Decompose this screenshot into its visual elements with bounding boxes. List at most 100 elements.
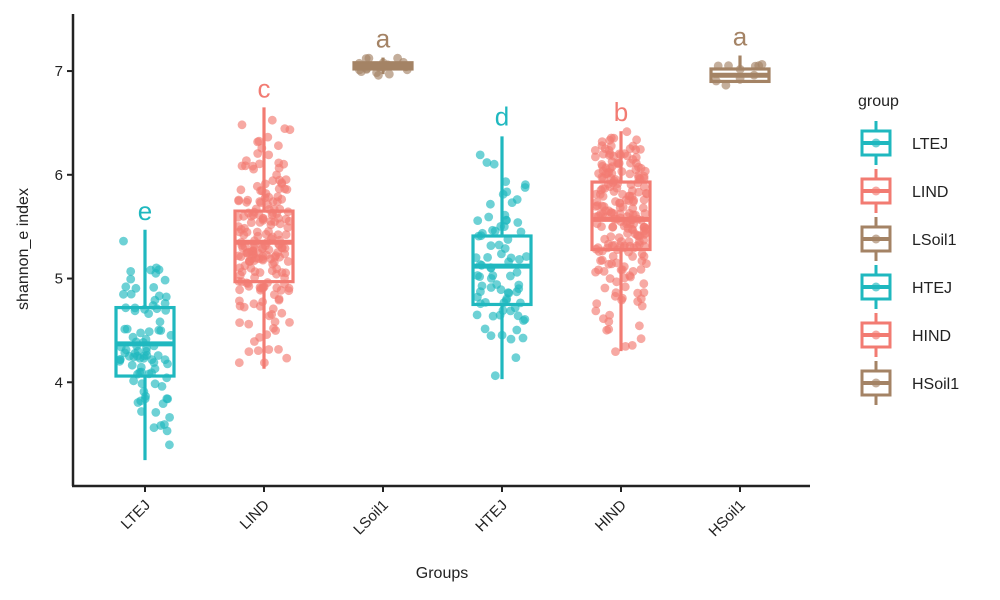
data-point-LIND bbox=[281, 214, 291, 224]
data-point-LIND bbox=[262, 250, 271, 260]
data-point-HIND bbox=[641, 224, 651, 234]
data-point-HIND bbox=[622, 127, 632, 137]
data-point-HIND bbox=[640, 209, 650, 218]
data-point-LIND bbox=[249, 164, 258, 174]
data-point-LIND bbox=[277, 308, 287, 318]
data-point-HTEJ bbox=[516, 227, 526, 237]
data-point-HTEJ bbox=[504, 288, 514, 298]
significance-letter-HSoil1: a bbox=[733, 21, 748, 51]
legend-key-point bbox=[871, 234, 881, 244]
data-point-LTEJ bbox=[141, 346, 151, 356]
data-point-HTEJ bbox=[484, 212, 494, 222]
data-point-LSoil1 bbox=[384, 69, 394, 79]
data-point-LIND bbox=[244, 319, 254, 329]
data-point-LIND bbox=[242, 197, 252, 207]
data-point-LIND bbox=[267, 115, 277, 125]
box-rect-HIND bbox=[590, 180, 652, 252]
legend-label: LSoil1 bbox=[912, 232, 957, 249]
data-point-HTEJ bbox=[522, 252, 531, 261]
data-point-HIND bbox=[639, 279, 649, 289]
data-point-LTEJ bbox=[129, 376, 139, 386]
data-point-HIND bbox=[631, 165, 641, 175]
data-point-HTEJ bbox=[486, 241, 496, 251]
data-point-LIND bbox=[280, 273, 289, 283]
box-LTEJ bbox=[114, 229, 176, 461]
data-point-HTEJ bbox=[489, 159, 499, 169]
legend-key-point bbox=[871, 330, 881, 340]
data-point-HTEJ bbox=[486, 199, 495, 209]
data-point-HIND bbox=[636, 145, 645, 154]
data-point-HIND bbox=[639, 288, 649, 297]
data-point-LTEJ bbox=[153, 351, 163, 360]
data-point-LIND bbox=[284, 286, 294, 296]
data-point-LTEJ bbox=[162, 426, 172, 436]
legend-label: HSoil1 bbox=[912, 376, 959, 393]
data-point-LTEJ bbox=[121, 282, 131, 292]
data-point-HTEJ bbox=[488, 271, 498, 280]
data-point-LTEJ bbox=[135, 353, 145, 363]
data-point-HIND bbox=[612, 277, 621, 287]
legend-item-LTEJ: LTEJ bbox=[860, 121, 948, 165]
data-point-HIND bbox=[598, 161, 607, 171]
data-point-HIND bbox=[614, 233, 624, 243]
data-point-LIND bbox=[243, 247, 253, 257]
data-point-HTEJ bbox=[483, 253, 492, 262]
data-point-LIND bbox=[244, 347, 254, 356]
data-point-HIND bbox=[603, 169, 612, 178]
data-point-LIND bbox=[270, 290, 279, 299]
data-point-HIND bbox=[618, 189, 627, 199]
legend-item-HSoil1: HSoil1 bbox=[860, 361, 959, 405]
data-point-HTEJ bbox=[512, 267, 522, 277]
data-point-HTEJ bbox=[514, 284, 524, 294]
data-point-LTEJ bbox=[126, 274, 136, 284]
box-HIND bbox=[590, 131, 652, 352]
data-point-LIND bbox=[274, 345, 283, 354]
data-point-HIND bbox=[599, 267, 609, 276]
data-point-HIND bbox=[608, 222, 618, 232]
data-point-HTEJ bbox=[500, 244, 510, 253]
data-point-HIND bbox=[627, 341, 637, 350]
x-tick-label: LIND bbox=[237, 497, 273, 533]
box-LSoil1 bbox=[352, 57, 414, 75]
data-point-HTEJ bbox=[511, 353, 521, 362]
data-point-LIND bbox=[252, 227, 262, 237]
data-point-LTEJ bbox=[160, 275, 170, 285]
x-axis-title: Groups bbox=[416, 565, 468, 582]
x-tick-label: HIND bbox=[592, 497, 630, 535]
data-point-HIND bbox=[604, 317, 614, 326]
data-point-LTEJ bbox=[151, 263, 161, 273]
legend-item-HIND: HIND bbox=[860, 313, 951, 357]
data-point-LTEJ bbox=[119, 236, 128, 246]
data-point-HTEJ bbox=[496, 285, 506, 295]
legend-key-point bbox=[871, 138, 881, 148]
data-point-HIND bbox=[625, 144, 635, 154]
data-point-LIND bbox=[264, 192, 274, 202]
data-point-HTEJ bbox=[486, 331, 496, 340]
data-point-LTEJ bbox=[150, 379, 160, 389]
data-point-LTEJ bbox=[149, 283, 159, 292]
data-point-LTEJ bbox=[161, 292, 171, 302]
y-tick-label: 4 bbox=[55, 374, 63, 391]
data-point-HIND bbox=[635, 321, 644, 331]
data-point-LIND bbox=[255, 333, 264, 342]
data-point-HIND bbox=[591, 202, 601, 211]
y-tick-label: 5 bbox=[55, 271, 63, 288]
data-point-HIND bbox=[591, 267, 600, 277]
data-point-HIND bbox=[606, 232, 616, 242]
data-point-HTEJ bbox=[506, 334, 516, 344]
data-point-HIND bbox=[605, 310, 614, 320]
data-point-LIND bbox=[285, 125, 295, 135]
data-point-HTEJ bbox=[518, 333, 528, 343]
data-point-HIND bbox=[636, 334, 646, 344]
data-point-LIND bbox=[234, 196, 244, 206]
data-point-LTEJ bbox=[163, 394, 173, 404]
data-point-HTEJ bbox=[520, 315, 530, 324]
data-point-LSoil1 bbox=[364, 53, 374, 63]
data-point-LIND bbox=[264, 345, 274, 354]
data-point-HIND bbox=[635, 240, 644, 249]
data-point-LIND bbox=[249, 299, 259, 309]
data-point-LIND bbox=[239, 230, 249, 240]
data-point-LIND bbox=[265, 311, 274, 321]
data-point-HIND bbox=[639, 252, 649, 261]
data-point-HIND bbox=[594, 169, 603, 178]
